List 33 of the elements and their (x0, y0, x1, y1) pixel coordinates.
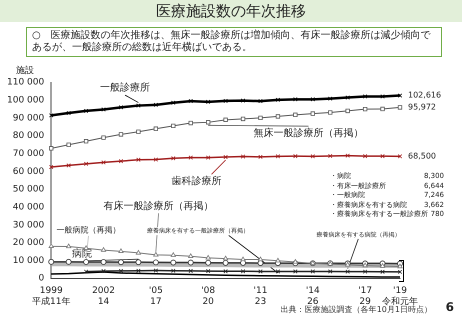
x-tick-label: '08 20 (201, 286, 216, 307)
data-label: 68,500 (408, 151, 436, 160)
x-tick-label: '05 17 (148, 286, 163, 307)
text: 一般病院（再掲） (56, 225, 120, 234)
source-note: 出典：医療施設調査（各年10月1日時点） (280, 305, 432, 315)
y-tick-label: 30 000 (12, 220, 44, 230)
y-tick-label: 70 000 (12, 149, 44, 160)
y-tick-label: 110 000 (7, 78, 44, 88)
y-tick-label: 100 000 (7, 96, 44, 106)
series-label: 無床一般診療所（再掲） (254, 126, 364, 139)
x-tick-label: '14 26 (306, 286, 320, 307)
chart-title: 医療施設数の年次推移 (0, 0, 462, 22)
y-tick-label: 10 000 (12, 256, 44, 266)
y-tick-label: 50 000 (12, 184, 44, 195)
x-tick-label: 1999 平成11年 (32, 286, 70, 307)
data-label: 102,616 (408, 90, 442, 100)
text: 6 (446, 300, 454, 314)
text: 有床一般診療所（再掲） (104, 200, 214, 212)
legend-label: 歯科診療所 (172, 174, 222, 187)
data-label: 95,972 (408, 102, 436, 112)
y-tick-label: 80 000 (12, 131, 44, 142)
y-axis-title: 施設 (16, 64, 34, 77)
x-tick-label: 2002 14 (92, 286, 115, 307)
y-tick-label: 20 000 (12, 238, 44, 248)
series-label: 一般診療所 (100, 82, 150, 94)
y-tick-label: 60 000 (12, 166, 44, 177)
chart-subtitle: ○ 医療施設数の年次推移は、無床一般診療所は増加傾向、有床一般診療所は減少傾向であるが、一般診療所の総数は近年横ばいである。 (26, 27, 442, 57)
y-tick-label: 40 000 (12, 202, 44, 212)
y-tick-label: 0 (38, 274, 44, 284)
y-tick-label: 90 000 (12, 113, 44, 124)
x-tick-label: '17 29 (358, 286, 372, 307)
x-tick-label: '19 令和元年 (382, 286, 418, 307)
x-tick-label: '11 23 (254, 286, 268, 307)
